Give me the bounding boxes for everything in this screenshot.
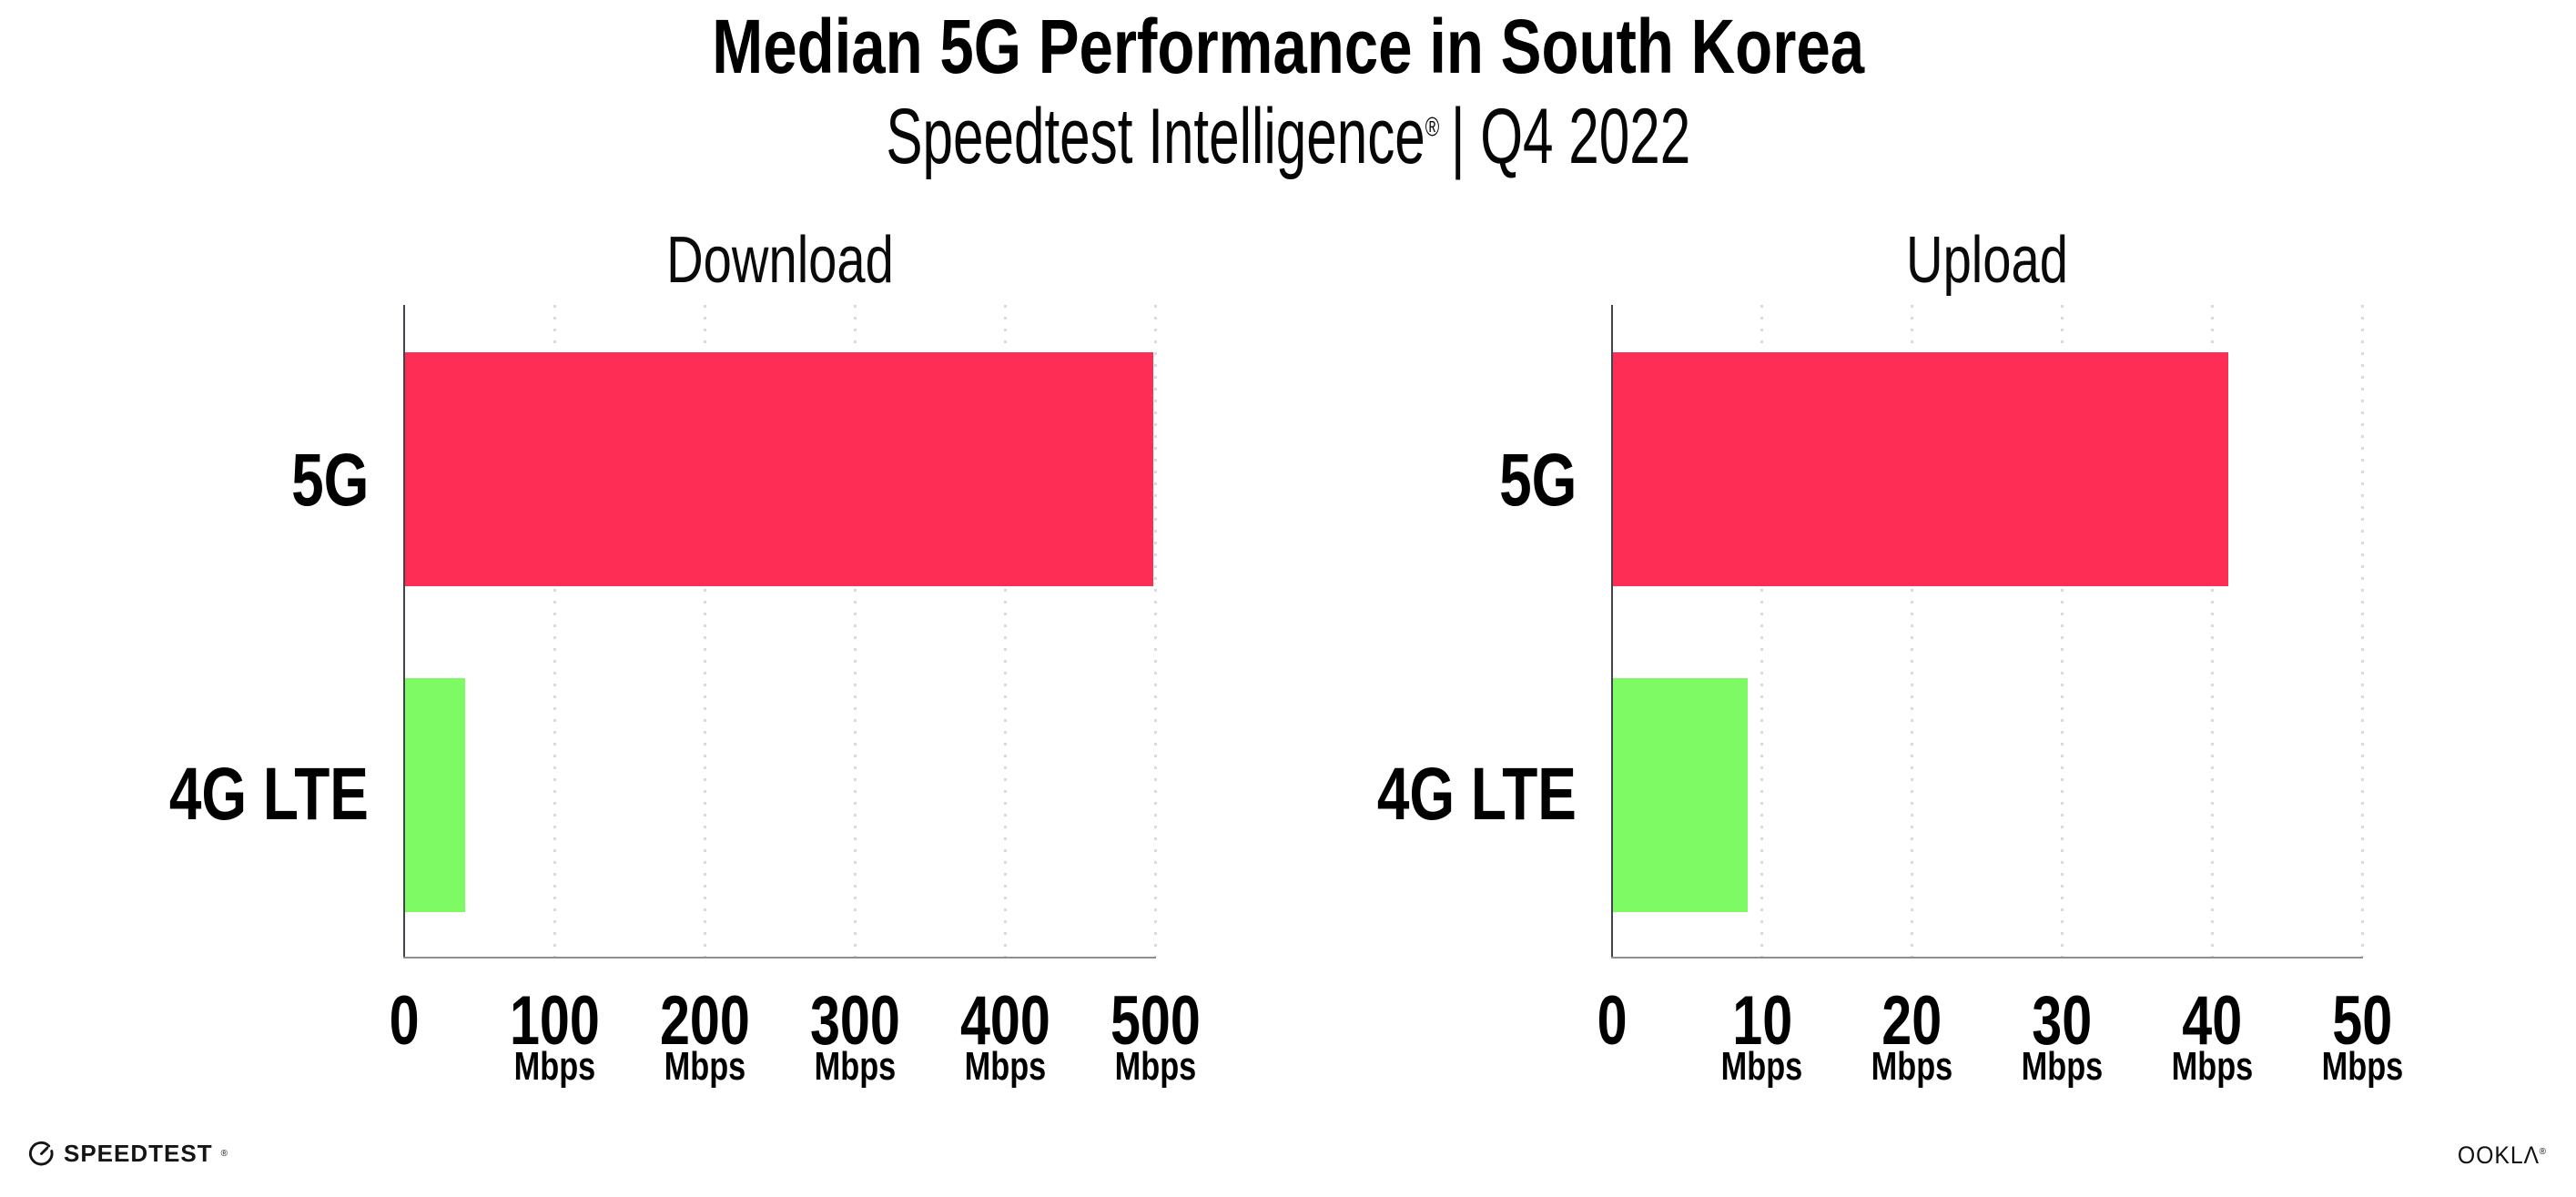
subtitle-brand: Speedtest Intelligence: [886, 93, 1425, 180]
x-tick-label: 30: [1943, 981, 2180, 1061]
page-title: Median 5G Performance in South Korea: [0, 5, 2576, 87]
ookla-logo: OOKLΛ®: [2450, 1141, 2547, 1170]
y-axis-line: [403, 305, 405, 957]
x-tick-unit-text: Mbps: [2321, 1044, 2403, 1089]
y-axis-label-5g: 5G: [1477, 440, 1577, 522]
x-tick-label: 400: [887, 981, 1123, 1061]
x-axis-line: [1611, 957, 2363, 959]
gridline: [2060, 305, 2064, 957]
x-tick-unit-text: Mbps: [1114, 1044, 1196, 1089]
y-axis-label-text: 4G LTE: [168, 753, 369, 836]
ookla-wordmark: OOKLΛ: [2457, 1141, 2540, 1169]
x-tick-unit-text: Mbps: [664, 1044, 745, 1089]
x-tick-unit: Mbps: [1821, 1043, 2003, 1090]
upload-chart-plot-area: [1611, 305, 2364, 959]
y-axis-label-4g-lte: 4G LTE: [1321, 754, 1577, 836]
x-tick-unit-text: Mbps: [814, 1044, 896, 1089]
chart-title-text: Upload: [1906, 224, 2068, 297]
x-tick-value: 0: [389, 982, 420, 1060]
x-tick-value: 100: [509, 982, 600, 1060]
y-axis-line: [1611, 305, 1613, 957]
y-axis-label-4g-lte: 4G LTE: [113, 754, 369, 836]
x-tick-unit: Mbps: [1971, 1043, 2153, 1090]
x-tick-value: 0: [1597, 982, 1628, 1060]
speedtest-wordmark: SPEEDTEST: [64, 1140, 213, 1167]
x-tick-label: 10: [1644, 981, 1881, 1061]
chart-title-upload: Upload: [1883, 224, 2091, 297]
gridline: [1911, 305, 1914, 957]
bar-4g-lte: [405, 678, 465, 912]
x-tick-unit-text: Mbps: [1871, 1044, 1953, 1089]
gridline: [1760, 305, 1764, 957]
bar-5g: [1613, 352, 2228, 586]
x-tick-label: 200: [586, 981, 823, 1061]
x-tick-unit-text: Mbps: [964, 1044, 1046, 1089]
x-tick-label: 0: [1494, 981, 1730, 1061]
y-axis-label-5g: 5G: [269, 440, 369, 522]
x-tick-label: 50: [2244, 981, 2480, 1061]
x-tick-unit: Mbps: [2271, 1043, 2453, 1090]
x-tick-unit: Mbps: [1671, 1043, 1853, 1090]
gridline: [703, 305, 706, 957]
page-subtitle: Speedtest Intelligence® | Q4 2022: [0, 93, 2576, 180]
x-tick-value: 30: [2032, 982, 2093, 1060]
page-title-text: Median 5G Performance in South Korea: [712, 4, 1864, 89]
x-tick-label: 0: [286, 981, 522, 1061]
bar-4g-lte: [1613, 678, 1749, 912]
x-tick-label: 40: [2094, 981, 2330, 1061]
x-tick-label: 300: [736, 981, 973, 1061]
ookla-registered-mark: ®: [2539, 1147, 2547, 1157]
x-tick-value: 40: [2182, 982, 2243, 1060]
x-tick-unit: Mbps: [2121, 1043, 2303, 1090]
x-tick-unit: Mbps: [1064, 1043, 1246, 1090]
x-tick-unit-text: Mbps: [2021, 1044, 2104, 1089]
bar-5g: [405, 352, 1153, 586]
x-tick-value: 10: [1731, 982, 1792, 1060]
x-tick-unit: Mbps: [614, 1043, 796, 1090]
speedtest-logo: SPEEDTEST ®: [27, 1140, 228, 1168]
x-tick-value: 500: [1110, 982, 1201, 1060]
x-tick-value: 400: [959, 982, 1050, 1060]
gauge-icon: [27, 1140, 56, 1168]
gridline: [2210, 305, 2214, 957]
x-tick-value: 200: [659, 982, 750, 1060]
x-tick-unit-text: Mbps: [1720, 1044, 1803, 1089]
x-tick-value: 300: [809, 982, 900, 1060]
chart-title-download: Download: [634, 224, 925, 297]
gridline: [2360, 305, 2364, 957]
x-tick-unit: Mbps: [914, 1043, 1096, 1090]
x-tick-label: 500: [1037, 981, 1273, 1061]
x-tick-label: 20: [1794, 981, 2031, 1061]
x-tick-unit: Mbps: [463, 1043, 645, 1090]
y-axis-label-text: 4G LTE: [1376, 753, 1577, 836]
x-axis-line: [403, 957, 1156, 959]
x-tick-value: 50: [2332, 982, 2392, 1060]
gridline: [1003, 305, 1007, 957]
registered-mark-icon: ®: [1425, 112, 1439, 143]
x-tick-unit: Mbps: [764, 1043, 946, 1090]
y-axis-label-text: 5G: [1498, 439, 1577, 522]
chart-title-text: Download: [665, 224, 894, 297]
download-chart-plot-area: [403, 305, 1157, 959]
x-tick-unit-text: Mbps: [2171, 1044, 2253, 1089]
gridline: [553, 305, 556, 957]
gridline: [853, 305, 857, 957]
x-tick-unit-text: Mbps: [513, 1044, 595, 1089]
y-axis-label-text: 5G: [290, 439, 369, 522]
x-tick-value: 20: [1881, 982, 1942, 1060]
x-tick-label: 100: [436, 981, 673, 1061]
subtitle-period: | Q4 2022: [1450, 93, 1690, 180]
gridline: [1153, 305, 1157, 957]
